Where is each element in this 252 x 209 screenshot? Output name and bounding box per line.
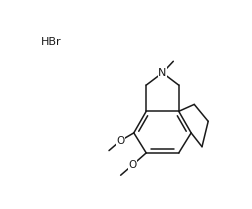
Text: HBr: HBr (41, 37, 61, 47)
Text: O: O (116, 136, 125, 146)
Text: O: O (128, 160, 136, 170)
Text: N: N (158, 68, 167, 78)
